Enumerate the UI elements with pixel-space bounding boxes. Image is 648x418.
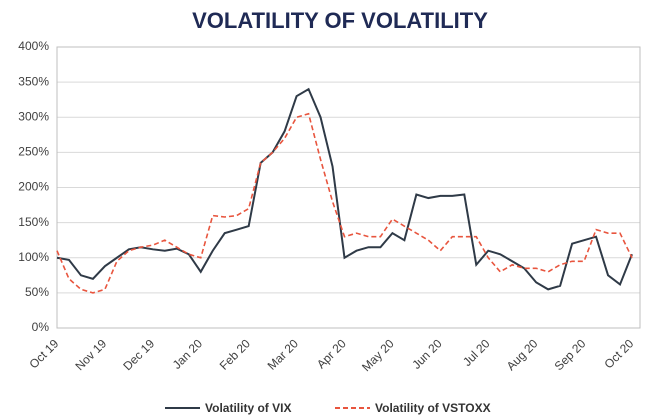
y-tick-label: 200% <box>18 180 49 194</box>
legend-label: Volatility of VSTOXX <box>375 401 491 415</box>
x-tick-label: May 20 <box>359 336 397 374</box>
series-line <box>56 112 633 294</box>
x-tick-label: Oct 19 <box>26 336 61 371</box>
legend-label: Volatility of VIX <box>205 401 291 415</box>
x-tick-label: Apr 20 <box>314 336 349 371</box>
series-line <box>56 87 633 291</box>
y-tick-label: 400% <box>18 39 49 53</box>
x-tick-label: Nov 19 <box>72 336 109 373</box>
x-tick-label: Jan 20 <box>170 336 206 372</box>
plot-frame <box>56 46 641 329</box>
x-tick-label: Jul 20 <box>460 336 493 369</box>
y-tick-label: 150% <box>18 215 49 229</box>
x-tick-label: Feb 20 <box>217 336 254 373</box>
x-tick-label: Mar 20 <box>265 336 302 373</box>
x-tick-label: Dec 19 <box>120 336 157 373</box>
y-tick-label: 100% <box>18 250 49 264</box>
y-tick-label: 50% <box>25 285 49 299</box>
x-tick-label: Aug 20 <box>504 336 541 373</box>
x-tick-label: Sep 20 <box>552 336 589 373</box>
y-tick-label: 250% <box>18 145 49 159</box>
y-tick-label: 0% <box>32 320 50 334</box>
x-tick-label: Jun 20 <box>409 336 445 372</box>
y-tick-label: 350% <box>18 74 49 88</box>
y-tick-label: 300% <box>18 109 49 123</box>
chart-title: VOLATILITY OF VOLATILITY <box>192 8 488 33</box>
x-tick-label: Oct 20 <box>601 336 636 371</box>
